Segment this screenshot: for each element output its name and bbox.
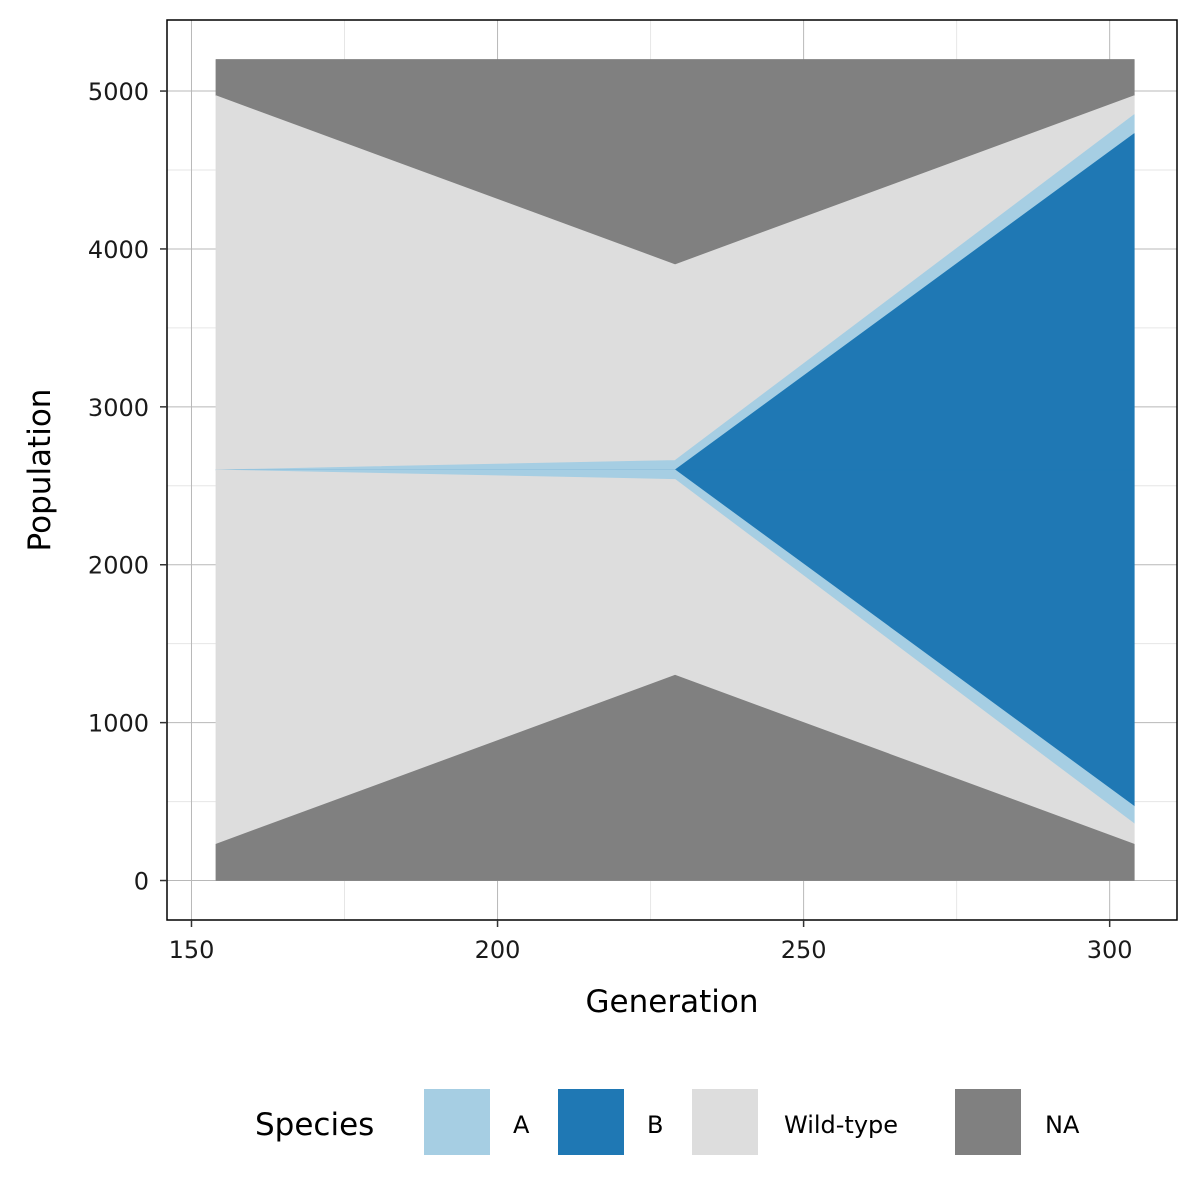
x-tick-label: 150: [169, 936, 215, 964]
y-tick-label: 1000: [88, 710, 149, 738]
y-tick-label: 2000: [88, 552, 149, 580]
legend-swatch: [955, 1089, 1021, 1155]
x-axis: 150 200 250 300: [169, 920, 1133, 964]
y-tick-label: 4000: [88, 236, 149, 264]
legend-label: NA: [1045, 1111, 1080, 1139]
legend-swatch: [692, 1089, 758, 1155]
legend-swatch: [558, 1089, 624, 1155]
y-tick-label: 0: [134, 868, 149, 896]
x-tick-label: 200: [475, 936, 521, 964]
x-axis-title: Generation: [586, 984, 759, 1020]
legend-label: Wild-type: [784, 1111, 898, 1139]
y-tick-label: 5000: [88, 78, 149, 106]
legend-title: Species: [255, 1107, 374, 1143]
plot-border: [166, 19, 1178, 921]
x-tick-label: 300: [1087, 936, 1133, 964]
legend-label: A: [513, 1111, 530, 1139]
legend-label: B: [647, 1111, 663, 1139]
y-axis-title: Population: [22, 389, 58, 552]
area-layers: [215, 59, 1135, 881]
x-tick-label: 250: [781, 936, 827, 964]
legend: Species A B Wild-type NA: [255, 1089, 1080, 1155]
y-axis: 0 1000 2000 3000 4000 5000: [88, 78, 167, 896]
area-na: [215, 674, 1135, 881]
legend-swatch: [424, 1089, 490, 1155]
y-tick-label: 3000: [88, 394, 149, 422]
